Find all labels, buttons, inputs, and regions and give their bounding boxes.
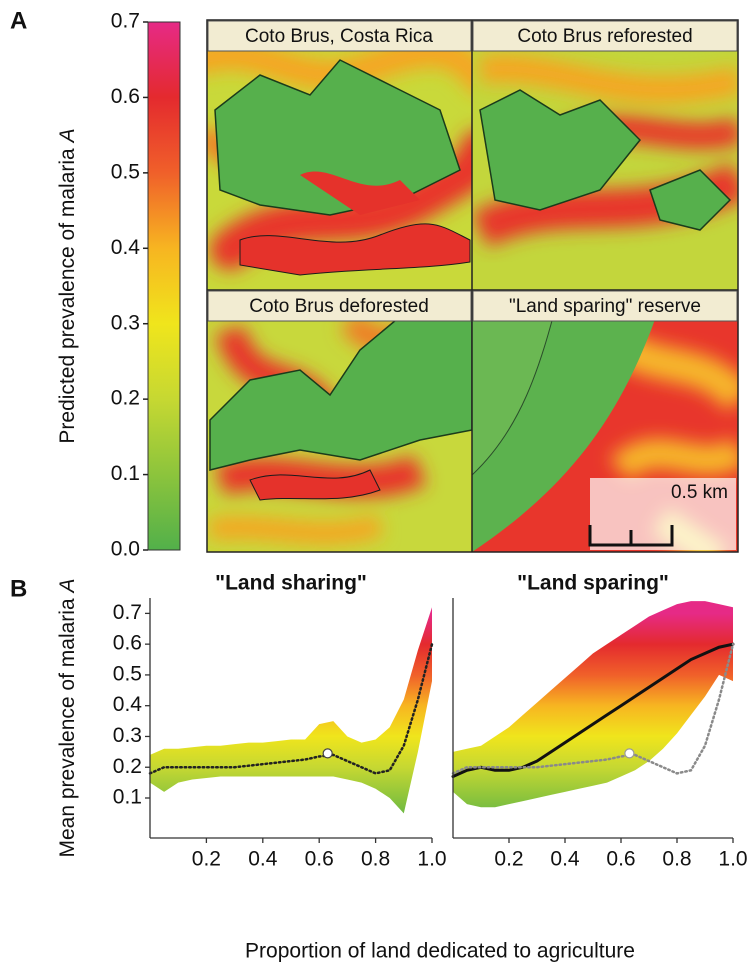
x-tick-label: 0.4 — [550, 848, 580, 871]
band-area — [150, 607, 432, 814]
y-tick-label: 0.6 — [111, 85, 140, 108]
map-tile — [472, 290, 738, 552]
y-tick-label: 0.5 — [113, 662, 142, 685]
y-tick-label: 0.2 — [111, 387, 140, 410]
panel-label: B — [10, 575, 27, 602]
map-title: Coto Brus deforested — [249, 296, 429, 317]
map-tile — [207, 20, 472, 290]
line — [451, 642, 735, 775]
x-tick-label: 0.8 — [361, 848, 390, 871]
marker — [624, 748, 635, 759]
y-axis-label: Mean prevalence of malaria A — [56, 579, 79, 858]
y-tick-label: 0.1 — [111, 462, 140, 485]
y-tick-label: 0.4 — [111, 236, 141, 259]
x-tick-label: 1.0 — [417, 848, 446, 871]
map-titles: Coto Brus, Costa Rica Coto Brus reforest… — [207, 20, 738, 322]
y-axis-label: Predicted prevalence of malaria A — [56, 128, 79, 443]
y-axis-label-symbol: A — [56, 128, 79, 144]
line — [451, 642, 735, 778]
y-axis-label-text: Mean prevalence of malaria — [56, 598, 79, 857]
marker — [322, 748, 333, 759]
scale-label: 0.5 km — [671, 482, 728, 503]
map-tile — [207, 290, 472, 552]
x-tick-label: 0.8 — [662, 848, 691, 871]
map-tile — [472, 20, 738, 290]
map-title: Coto Brus reforested — [517, 26, 692, 47]
band-area — [453, 601, 733, 808]
y-tick-label: 0.0 — [111, 538, 140, 561]
y-tick-label: 0.1 — [113, 786, 142, 809]
x-tick-label: 1.0 — [718, 848, 747, 871]
colorbar — [147, 21, 181, 551]
panel-label: A — [10, 7, 27, 34]
y-tick-label: 0.7 — [113, 601, 142, 624]
map-borders — [206, 19, 739, 553]
y-axis-label-text: Predicted prevalence of malaria — [56, 148, 79, 444]
y-axis-label-symbol: A — [56, 579, 79, 595]
x-tick-label: 0.2 — [494, 848, 523, 871]
map-title: "Land sparing" reserve — [509, 296, 701, 317]
y-tick-label: 0.7 — [111, 10, 140, 33]
x-tick-label: 0.4 — [248, 848, 278, 871]
chart-title: "Land sharing" — [215, 572, 367, 595]
y-tick-label: 0.3 — [113, 724, 142, 747]
x-tick-label: 0.2 — [192, 848, 221, 871]
x-tick-label: 0.6 — [606, 848, 635, 871]
x-tick-label: 0.6 — [305, 848, 334, 871]
chart-title: "Land sparing" — [517, 572, 669, 595]
y-tick-label: 0.3 — [111, 311, 140, 334]
line — [148, 642, 434, 775]
y-tick-label: 0.4 — [113, 693, 143, 716]
x-axis-label: Proportion of land dedicated to agricult… — [245, 940, 635, 963]
y-tick-label: 0.5 — [111, 160, 140, 183]
map-title: Coto Brus, Costa Rica — [245, 26, 433, 47]
y-tick-label: 0.2 — [113, 755, 142, 778]
y-tick-label: 0.6 — [113, 632, 142, 655]
